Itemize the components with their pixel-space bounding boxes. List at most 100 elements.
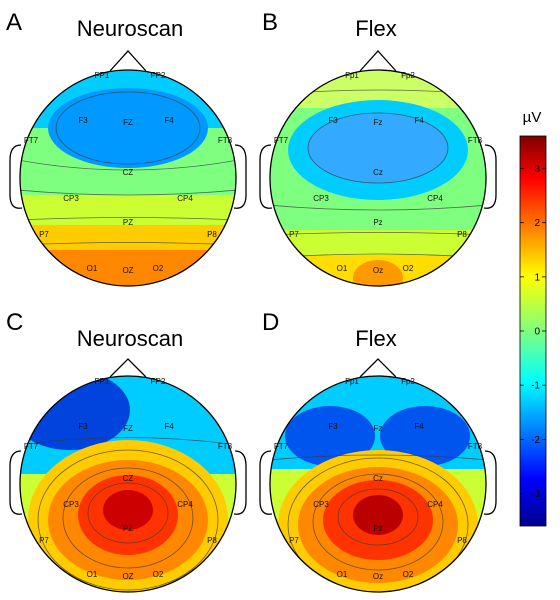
left-ear-outline bbox=[259, 450, 273, 515]
right-ear-outline bbox=[483, 144, 497, 209]
electrode-label-o2: O2 bbox=[153, 264, 164, 273]
electrode-label-f4: F4 bbox=[164, 116, 174, 125]
electrode-label-oz: OZ bbox=[122, 572, 133, 581]
colorbar-tick-label: 0 bbox=[534, 327, 540, 338]
electrode-label-fp1: Fp1 bbox=[345, 377, 359, 386]
colorbar-ticks: 3 2 1 0 -1 -2 -3 bbox=[520, 164, 546, 500]
panel-title: Flex bbox=[355, 16, 397, 41]
electrode-label-f3: F3 bbox=[78, 116, 88, 125]
electrode-label-cp3: CP3 bbox=[313, 500, 329, 509]
electrode-label-fp2: FP2 bbox=[151, 377, 166, 386]
left-ear-outline bbox=[259, 144, 273, 209]
electrode-label-p7: P7 bbox=[289, 230, 299, 239]
electrode-label-fp1: FP1 bbox=[95, 377, 110, 386]
panel-letter: B bbox=[262, 9, 278, 36]
electrode-label-cz: CZ bbox=[123, 168, 134, 177]
electrode-label-ft8: FT8 bbox=[468, 136, 483, 145]
electrode-label-cp4: CP4 bbox=[177, 194, 193, 203]
electrode-label-fp2: FP2 bbox=[151, 71, 166, 80]
nose-outline bbox=[359, 358, 397, 378]
panel-title: Neuroscan bbox=[77, 326, 183, 351]
electrode-label-fp1: FP1 bbox=[95, 71, 110, 80]
electrode-label-f3: F3 bbox=[78, 422, 88, 431]
left-ear-outline bbox=[9, 450, 23, 515]
electrode-label-cz: Cz bbox=[373, 474, 383, 483]
colorbar-unit: µV bbox=[523, 109, 542, 126]
electrode-label-cz: Cz bbox=[373, 168, 383, 177]
electrode-label-pz: Pz bbox=[373, 218, 382, 227]
right-ear-outline bbox=[233, 144, 247, 209]
electrode-label-cp4: CP4 bbox=[427, 194, 443, 203]
electrode-label-p8: P8 bbox=[207, 536, 217, 545]
electrode-label-p7: P7 bbox=[39, 230, 49, 239]
colorbar-tick-label: 3 bbox=[534, 164, 540, 175]
electrode-label-fp1: Fp1 bbox=[345, 71, 359, 80]
colorbar-tick-label: -3 bbox=[531, 489, 540, 500]
electrode-label-fp2: Fp2 bbox=[401, 71, 415, 80]
electrode-label-o2: O2 bbox=[403, 570, 414, 579]
electrode-label-ft7: FT7 bbox=[24, 136, 39, 145]
electrode-label-p8: P8 bbox=[207, 230, 217, 239]
colorbar: µV 3 2 1 0 -1 -2 -3 bbox=[519, 109, 547, 527]
electrode-label-p7: P7 bbox=[289, 536, 299, 545]
electrode-label-f3: F3 bbox=[328, 116, 338, 125]
electrode-label-fz: FZ bbox=[123, 424, 133, 433]
electrode-label-oz: Oz bbox=[373, 572, 383, 581]
colorbar-tick-label: -2 bbox=[531, 435, 540, 446]
electrode-label-cp3: CP3 bbox=[63, 194, 79, 203]
electrode-label-cp4: CP4 bbox=[427, 500, 443, 509]
electrode-label-ft8: FT8 bbox=[218, 442, 233, 451]
electrode-label-cz: CZ bbox=[123, 474, 134, 483]
electrode-label-f4: F4 bbox=[414, 116, 424, 125]
electrode-label-cp3: CP3 bbox=[63, 500, 79, 509]
electrode-label-f3: F3 bbox=[328, 422, 338, 431]
nose-outline bbox=[109, 50, 147, 72]
nose-outline bbox=[359, 50, 397, 72]
electrode-label-p8: P8 bbox=[457, 536, 467, 545]
electrode-label-f4: F4 bbox=[164, 422, 174, 431]
electrode-label-ft8: FT8 bbox=[468, 442, 483, 451]
electrode-label-o1: O1 bbox=[87, 264, 98, 273]
panel-d: D Flex Fp1 Fp2 F3 Fz F4 FT7 FT8 Cz CP3 bbox=[259, 309, 497, 593]
electrode-label-ft7: FT7 bbox=[274, 136, 289, 145]
colorbar-tick-label: 1 bbox=[534, 272, 540, 283]
electrode-label-o1: O1 bbox=[87, 570, 98, 579]
electrode-label-f4: F4 bbox=[414, 422, 424, 431]
electrode-label-p7: P7 bbox=[39, 536, 49, 545]
scalp-map: FP1 FP2 F3 FZ F4 FT7 FT8 CZ CP3 CP4 PZ P7 P8 O1 OZ O2 bbox=[9, 358, 247, 593]
colorbar-tick-label: -1 bbox=[531, 381, 540, 392]
electrode-label-oz: Oz bbox=[373, 266, 383, 275]
right-ear-outline bbox=[233, 450, 247, 515]
nose-outline bbox=[109, 358, 147, 378]
electrode-label-o2: O2 bbox=[403, 264, 414, 273]
panel-letter: D bbox=[262, 309, 279, 336]
electrode-label-fp2: Fp2 bbox=[401, 377, 415, 386]
electrode-label-ft7: FT7 bbox=[274, 442, 289, 451]
colorbar-gradient bbox=[519, 135, 547, 527]
scalp-map: FP1 FP2 F3 FZ F4 FT7 FT8 CZ CP3 CP4 PZ P7 P8 O1 OZ O2 bbox=[9, 50, 247, 287]
panel-letter: C bbox=[6, 309, 23, 336]
panel-title: Flex bbox=[355, 326, 397, 351]
electrode-label-oz: OZ bbox=[122, 266, 133, 275]
panel-b: B Flex Fp1 Fp2 F3 Fz F4 FT7 FT8 Cz CP3 bbox=[259, 9, 497, 287]
electrode-label-o1: O1 bbox=[337, 264, 348, 273]
electrode-label-cp4: CP4 bbox=[177, 500, 193, 509]
scalp-map: Fp1 Fp2 F3 Fz F4 FT7 FT8 Cz CP3 CP4 Pz P7 P8 O1 Oz O2 bbox=[259, 358, 497, 593]
electrode-label-pz: PZ bbox=[123, 218, 133, 227]
electrode-label-cp3: CP3 bbox=[313, 194, 329, 203]
colorbar-tick-label: 2 bbox=[534, 218, 540, 229]
electrode-label-pz: PZ bbox=[123, 524, 133, 533]
panel-letter: A bbox=[6, 9, 22, 36]
right-ear-outline bbox=[483, 450, 497, 515]
electrode-label-p8: P8 bbox=[457, 230, 467, 239]
electrode-label-fz: FZ bbox=[123, 118, 133, 127]
electrode-label-o2: O2 bbox=[153, 570, 164, 579]
electrode-label-fz: Fz bbox=[374, 118, 383, 127]
electrode-label-ft8: FT8 bbox=[218, 136, 233, 145]
electrode-label-fz: Fz bbox=[374, 424, 383, 433]
electrode-label-ft7: FT7 bbox=[24, 442, 39, 451]
left-ear-outline bbox=[9, 144, 23, 209]
